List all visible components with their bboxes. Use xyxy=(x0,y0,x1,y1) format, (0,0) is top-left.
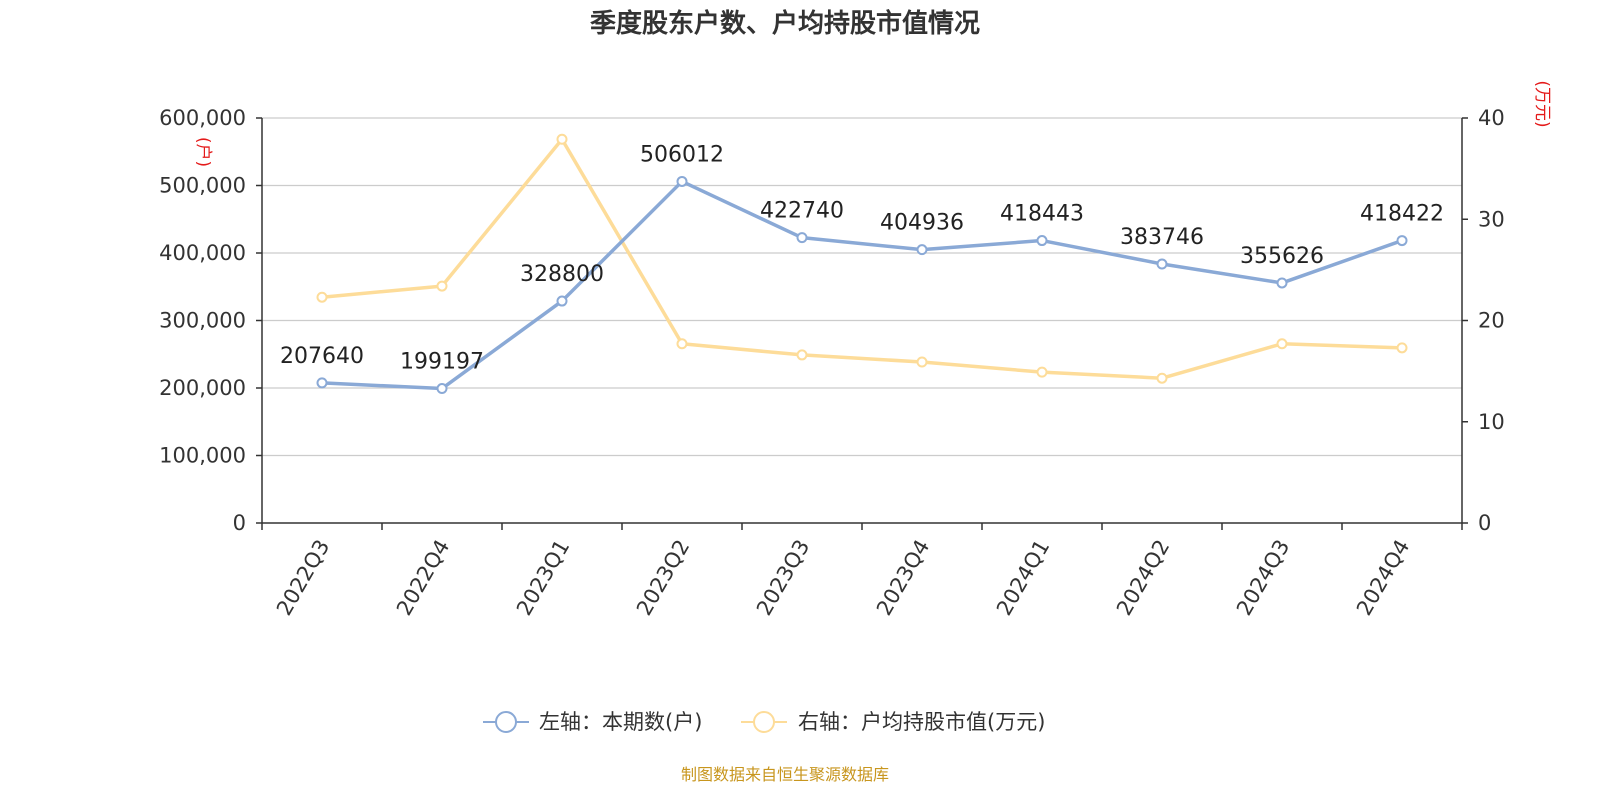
left-tick-label: 400,000 xyxy=(159,241,246,265)
left-series-point xyxy=(916,244,928,256)
data-label: 418443 xyxy=(1000,202,1084,227)
legend-item-right[interactable]: 右轴：户均持股市值(万元) xyxy=(741,710,1045,734)
right-series-point xyxy=(556,133,568,145)
left-tick-label: 100,000 xyxy=(159,444,246,468)
data-label: 199197 xyxy=(400,350,484,375)
left-axis-unit: (户) xyxy=(193,137,213,167)
data-labels: 207640 199197 328800 506012 422740 404936 4184… xyxy=(280,142,1444,374)
data-label: 506012 xyxy=(640,142,724,167)
x-tick-label: 2022Q4 xyxy=(392,536,454,620)
data-label: 418422 xyxy=(1360,202,1444,227)
x-tick-label: 2024Q3 xyxy=(1232,536,1294,620)
right-series-point xyxy=(916,356,928,368)
right-axis-unit: (万元) xyxy=(1532,80,1552,127)
x-tick-label: 2024Q4 xyxy=(1352,536,1414,620)
source-note: 制图数据来自恒生聚源数据库 xyxy=(681,765,889,784)
x-tick-label: 2023Q1 xyxy=(512,536,574,620)
right-tick-label: 30 xyxy=(1478,207,1505,231)
right-series-point xyxy=(1276,338,1288,350)
right-series-point xyxy=(436,280,448,292)
left-series-point xyxy=(1396,235,1408,247)
data-label: 207640 xyxy=(280,344,364,369)
legend-label-left: 左轴：本期数(户) xyxy=(539,710,702,734)
left-series-point xyxy=(1156,258,1168,270)
left-series-point xyxy=(436,383,448,395)
right-series-point xyxy=(676,338,688,350)
right-series-point xyxy=(1036,366,1048,378)
gridlines xyxy=(262,117,1462,457)
right-tick-label: 0 xyxy=(1478,511,1491,535)
legend: 左轴：本期数(户) 右轴：户均持股市值(万元) xyxy=(483,710,1045,734)
chart-title: 季度股东户数、户均持股市值情况 xyxy=(590,8,980,39)
x-tick-label: 2024Q2 xyxy=(1112,536,1174,620)
left-tick-label: 0 xyxy=(233,511,246,535)
axes xyxy=(256,117,1468,530)
left-series-point xyxy=(316,377,328,389)
left-tick-label: 300,000 xyxy=(159,309,246,333)
right-series-point xyxy=(1396,342,1408,354)
x-tick-label: 2024Q1 xyxy=(992,536,1054,620)
left-tick-label: 200,000 xyxy=(159,376,246,400)
x-tick-label: 2023Q2 xyxy=(632,536,694,620)
left-series-line xyxy=(321,179,1403,391)
left-tick-label: 500,000 xyxy=(159,174,246,198)
left-series-point xyxy=(1036,235,1048,247)
right-series-line xyxy=(321,137,1403,380)
x-tick-label: 2023Q4 xyxy=(872,536,934,620)
x-tick-label: 2023Q3 xyxy=(752,536,814,620)
left-series-point xyxy=(556,295,568,307)
legend-label-right: 右轴：户均持股市值(万元) xyxy=(798,710,1045,734)
right-tick-label: 40 xyxy=(1478,106,1505,130)
left-series-point xyxy=(796,232,808,244)
legend-item-left[interactable]: 左轴：本期数(户) xyxy=(483,710,702,734)
legend-marker-right xyxy=(753,711,775,733)
series-left xyxy=(316,175,1408,395)
left-tick-label: 600,000 xyxy=(159,106,246,130)
legend-marker-left xyxy=(495,711,517,733)
x-tick-label: 2022Q3 xyxy=(272,536,334,620)
right-tick-label: 10 xyxy=(1478,410,1505,434)
left-series-point xyxy=(676,175,688,187)
series-right xyxy=(316,133,1408,384)
data-label: 328800 xyxy=(520,262,604,287)
data-label: 422740 xyxy=(760,199,844,224)
data-label: 404936 xyxy=(880,211,964,236)
right-series-point xyxy=(1156,372,1168,384)
right-tick-label: 20 xyxy=(1478,309,1505,333)
right-series-point xyxy=(796,349,808,361)
right-series-point xyxy=(316,291,328,303)
data-label: 355626 xyxy=(1240,244,1324,269)
data-label: 383746 xyxy=(1120,225,1204,250)
left-series-point xyxy=(1276,277,1288,289)
